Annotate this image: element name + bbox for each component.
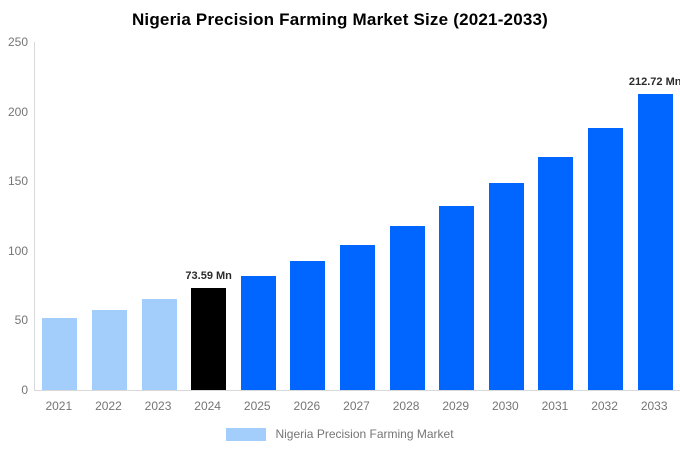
x-tick-label: 2021 [45, 399, 73, 413]
x-tick-label: 2026 [293, 399, 321, 413]
y-tick-label: 250 [7, 35, 28, 49]
chart-title: Nigeria Precision Farming Market Size (2… [131, 10, 549, 29]
bar-2026 [290, 261, 326, 390]
bar-2030 [488, 183, 524, 390]
x-tick-label: 2032 [591, 399, 618, 413]
x-tick-label: 2029 [442, 399, 470, 413]
y-tick-label: 100 [7, 243, 28, 258]
bar-2031 [538, 157, 574, 390]
bar-2021 [42, 318, 78, 390]
x-tick-label: 2027 [343, 399, 370, 413]
x-tick-label: 2033 [640, 399, 668, 413]
bar-2032 [588, 128, 624, 390]
bar-2023 [141, 299, 177, 390]
bar-2027 [340, 245, 375, 390]
bar-2025 [240, 276, 276, 390]
bar-2022 [91, 310, 127, 390]
legend-item[interactable]: Nigeria Precision Farming Market [0, 427, 680, 441]
y-tick-label: 50 [14, 313, 28, 328]
x-tick-label: 2024 [194, 399, 221, 413]
y-tick-label: 200 [7, 104, 28, 119]
legend-swatch-icon [226, 427, 267, 441]
bar-value-label: 73.59 Mn [185, 270, 232, 282]
x-tick-label: 2025 [243, 399, 271, 413]
bar-2028 [389, 226, 425, 390]
plot-area: 73.59 Mn 212.72 Mn [34, 42, 680, 391]
x-tick-label: 2023 [144, 399, 172, 413]
y-tick-label: 0 [21, 383, 28, 397]
bar-value-label: 212.72 Mn [628, 76, 680, 88]
x-tick-label: 2028 [392, 399, 420, 413]
x-tick-label: 2030 [491, 399, 519, 413]
x-tick-label: 2031 [541, 399, 569, 413]
bar-2024 [191, 288, 227, 390]
y-tick-label: 150 [7, 174, 28, 189]
bar-2033 [637, 94, 673, 390]
legend-label: Nigeria Precision Farming Market [275, 427, 454, 441]
bar-2029 [439, 206, 475, 390]
x-tick-label: 2022 [95, 399, 122, 413]
